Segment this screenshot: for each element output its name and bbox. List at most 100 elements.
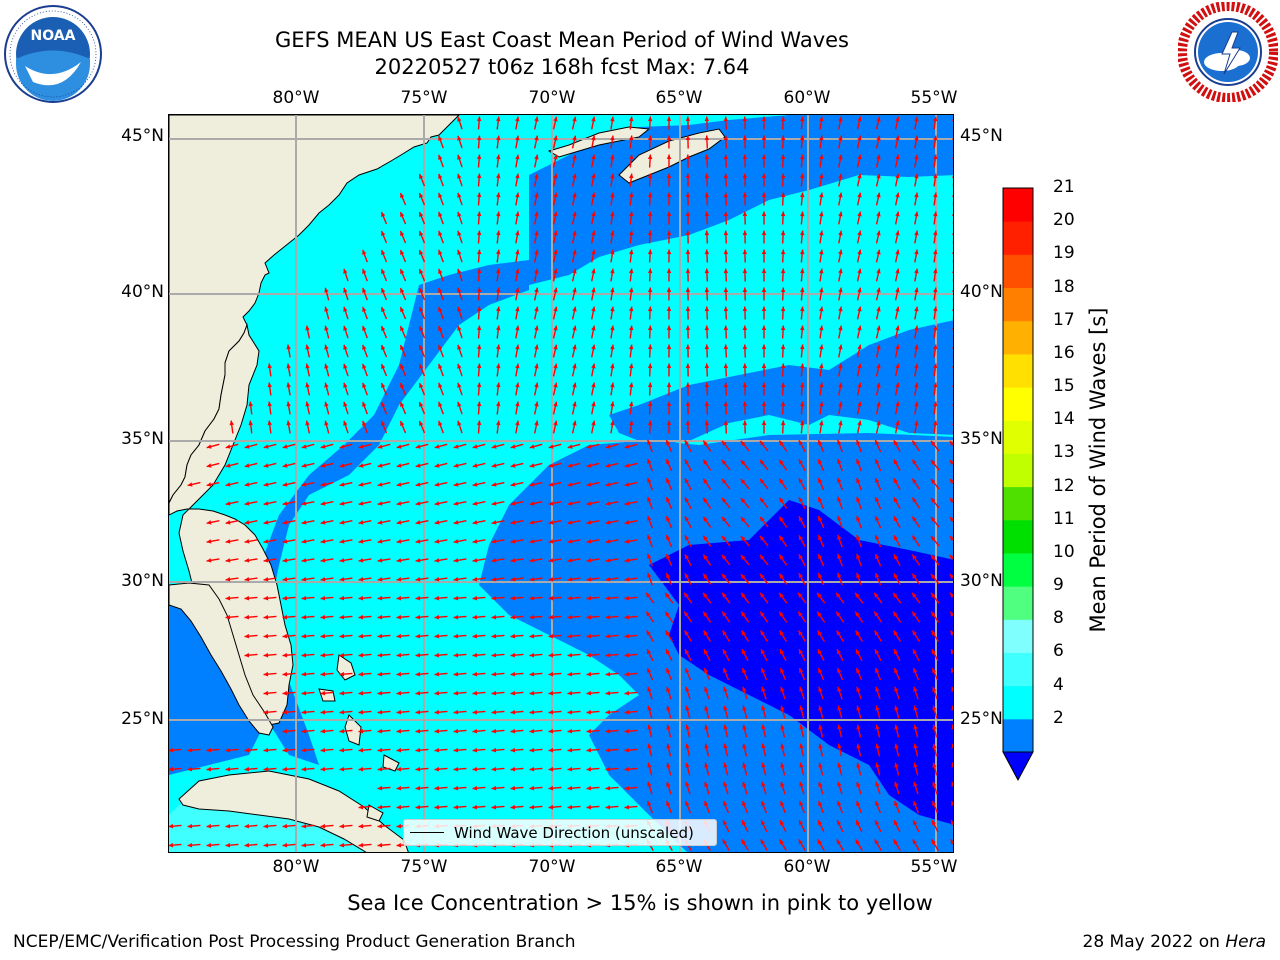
wind-wave-arrowhead [646, 592, 651, 598]
wind-wave-arrowhead [857, 154, 862, 160]
wind-wave-arrowhead [496, 401, 501, 407]
wind-wave-arrowhead [837, 743, 842, 749]
wind-wave-arrowhead [396, 690, 402, 696]
wind-wave-arrowhead [799, 724, 804, 730]
wind-wave-arrowhead [472, 614, 478, 620]
wind-wave-arrowhead [248, 420, 254, 426]
wind-wave-arrowhead [377, 444, 383, 449]
wind-wave-arrowhead [548, 652, 554, 658]
wind-wave-arrowhead [548, 728, 554, 734]
wind-wave-arrowhead [894, 800, 899, 806]
wind-wave-arrowhead [819, 116, 824, 122]
wind-wave-arrowhead [837, 686, 842, 692]
wind-wave-arrowhead [282, 709, 288, 715]
wind-wave-arrowhead [780, 820, 785, 826]
wind-wave-arrowhead [567, 577, 573, 582]
wind-wave-arrowhead [515, 211, 520, 217]
wind-wave-arrowhead [895, 401, 900, 407]
wind-wave-arrowhead [624, 558, 630, 563]
wind-wave-arrowhead [400, 269, 405, 275]
wind-wave-arrowhead [931, 630, 936, 636]
wind-wave-arrow [952, 145, 953, 149]
wind-wave-arrowhead [912, 459, 917, 465]
wind-wave-arrowhead [324, 420, 329, 426]
wind-wave-arrowhead [685, 401, 691, 407]
wind-wave-arrowhead [799, 762, 804, 768]
wind-wave-arrowhead [267, 401, 272, 407]
wind-wave-arrowhead [838, 287, 843, 293]
wind-wave-arrowhead [647, 192, 653, 198]
wind-wave-arrowhead [415, 633, 421, 639]
colorbar-frame [1002, 187, 1034, 752]
wind-wave-arrowhead [894, 820, 899, 826]
wind-wave-arrowhead [377, 690, 383, 696]
lon-label-bottom-55w: 55°W [910, 857, 958, 877]
wind-wave-arrowhead [591, 154, 596, 160]
wind-wave-arrowhead [434, 690, 440, 696]
wind-wave-arrowhead [305, 363, 310, 369]
wind-wave-arrowhead [780, 154, 786, 160]
wind-wave-arrowhead [912, 611, 917, 617]
wind-wave-arrowhead [610, 287, 615, 293]
wind-wave-arrowhead [647, 534, 652, 540]
wind-wave-arrowhead [838, 325, 843, 331]
wind-wave-arrowhead [628, 306, 634, 312]
wind-wave-arrowhead [225, 766, 231, 772]
wind-wave-arrowhead [780, 230, 786, 236]
wind-wave-arrowhead [949, 460, 953, 465]
wind-wave-arrowhead [358, 842, 364, 848]
wind-wave-arrowhead [818, 668, 823, 673]
wind-wave-arrowhead [684, 554, 690, 560]
wind-wave-arrowhead [515, 192, 520, 198]
wind-wave-arrowhead [818, 762, 823, 768]
wind-wave-arrowhead [381, 306, 386, 312]
wind-wave-arrowhead [419, 287, 424, 293]
wind-wave-arrowhead [914, 211, 919, 217]
wind-wave-arrowhead [438, 287, 443, 293]
wind-wave-arrowhead [434, 785, 440, 791]
wind-wave-arrowhead [320, 842, 326, 848]
wind-wave-arrowhead [780, 306, 786, 312]
wind-wave-arrowhead [529, 539, 535, 544]
wind-wave-arrowhead [320, 539, 326, 544]
wind-wave-arrowhead [476, 154, 482, 160]
wind-wave-arrowhead [818, 800, 823, 806]
wind-wave-arrowhead [893, 516, 899, 522]
wind-wave-arrowhead [932, 743, 937, 749]
wind-wave-arrowhead [838, 306, 843, 312]
wind-wave-arrowhead [951, 119, 953, 121]
wind-wave-arrowhead [491, 501, 497, 506]
wind-wave-arrowhead [206, 823, 212, 829]
wind-wave-arrowhead [510, 520, 516, 525]
wind-wave-arrowhead [666, 192, 672, 197]
wind-wave-arrow [952, 430, 953, 434]
wind-wave-arrowhead [225, 842, 231, 848]
wind-wave-arrowhead [529, 577, 535, 582]
wind-wave-arrowhead [548, 804, 554, 810]
wind-wave-arrowhead [553, 192, 558, 198]
wind-wave-arrowhead [553, 268, 558, 274]
wind-wave-arrowhead [229, 420, 234, 426]
wind-wave-arrowhead [419, 230, 424, 236]
wind-wave-arrowhead [572, 230, 577, 236]
wind-wave-arrowhead [819, 211, 824, 217]
wind-wave-arrowhead [914, 230, 919, 236]
wind-wave-arrowhead [818, 573, 823, 579]
wind-wave-arrowhead [685, 230, 691, 236]
wind-wave-arrowhead [723, 116, 729, 122]
wind-wave-arrowhead [799, 325, 805, 331]
wind-wave-arrowhead [647, 230, 653, 236]
wind-wave-arrowhead [914, 344, 919, 350]
wind-wave-arrowhead [510, 577, 516, 582]
wind-wave-arrowhead [381, 211, 386, 217]
lon-label-top-80w: 80°W [272, 88, 320, 108]
wind-wave-arrowhead [818, 516, 823, 522]
wind-wave-arrowhead [529, 804, 535, 810]
wind-wave-arrowhead [799, 686, 804, 692]
wind-wave-arrowhead [548, 614, 554, 620]
wind-wave-arrowhead [534, 249, 539, 255]
wind-wave-arrowhead [647, 154, 653, 160]
wind-wave-arrowhead [396, 747, 402, 753]
wind-wave-arrowhead [895, 420, 900, 426]
wind-wave-arrow [952, 392, 953, 396]
